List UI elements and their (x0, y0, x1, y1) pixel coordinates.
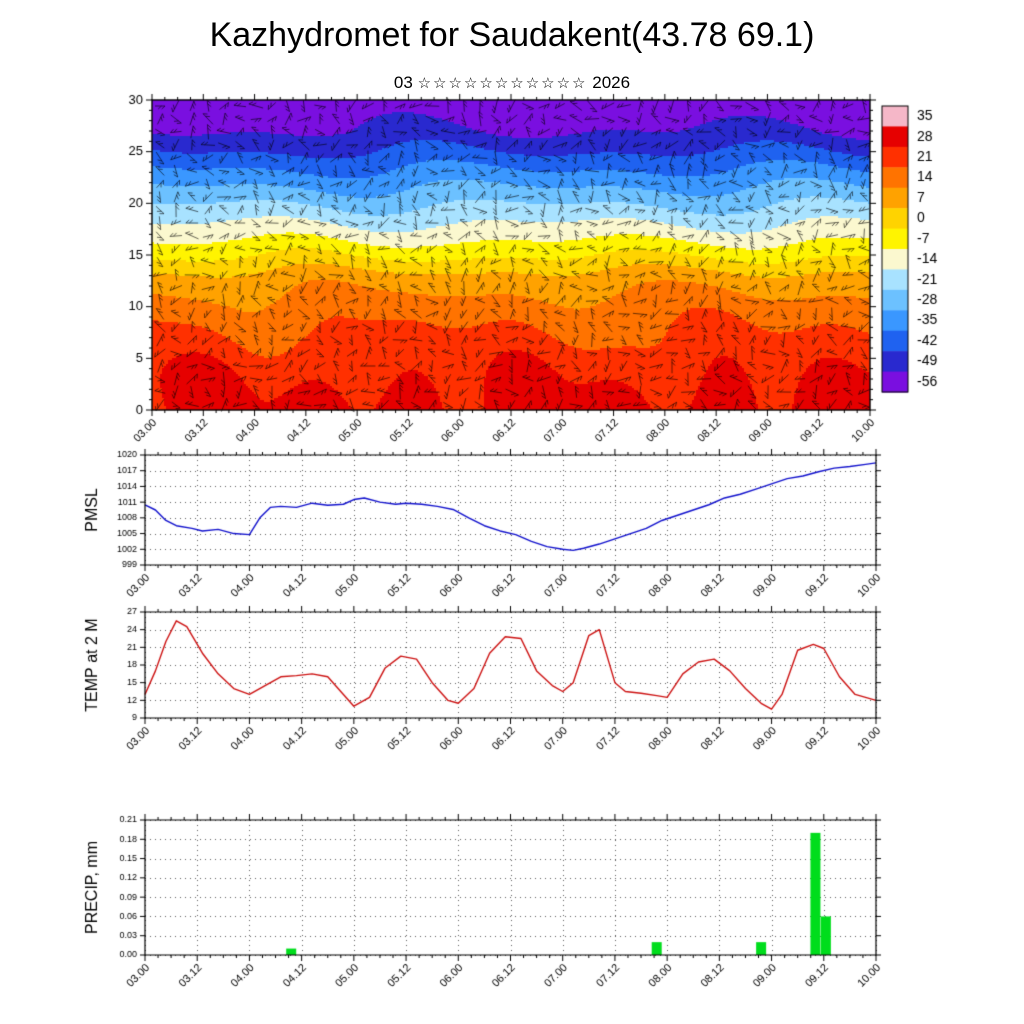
meteogram-page: Kazhydromet for Saudakent(43.78 69.1) 03… (0, 0, 1024, 1024)
meteogram-canvas (0, 0, 1024, 1024)
